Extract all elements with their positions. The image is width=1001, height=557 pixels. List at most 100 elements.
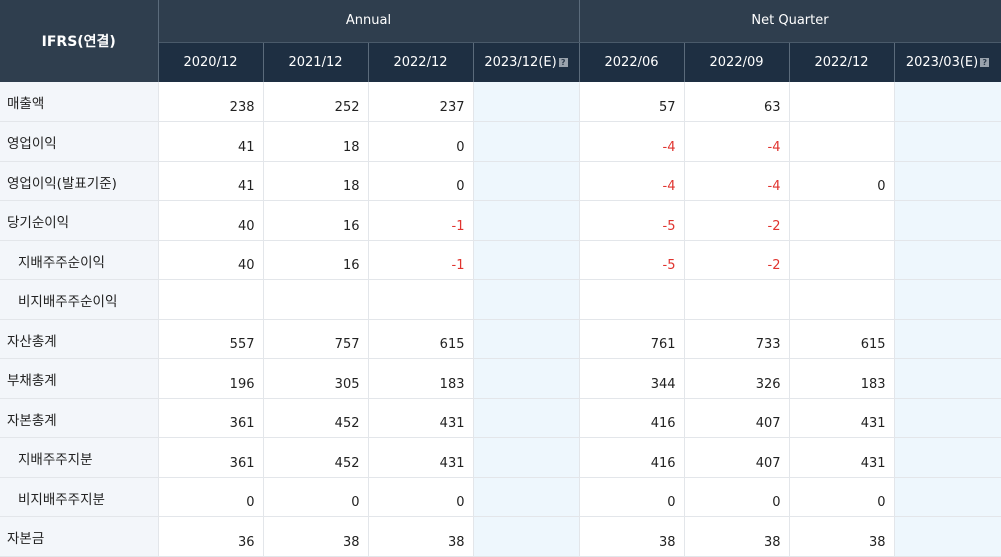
table-row: 부채총계 196 305 183 344 326 183 xyxy=(0,358,1001,399)
table-cell xyxy=(263,279,369,320)
table-cell xyxy=(684,279,790,320)
table-row: 비지배주주지분 0 0 0 0 0 0 xyxy=(0,477,1001,517)
col-header-annual-2020-12: 2020/12 xyxy=(158,42,264,82)
table-cell xyxy=(894,200,1001,241)
row-label: 매출액 xyxy=(0,82,159,122)
table-row: 지배주주지분 361 452 431 416 407 431 xyxy=(0,437,1001,478)
table-cell: 0 xyxy=(368,477,474,517)
row-label: 지배주주지분 xyxy=(0,437,159,478)
col-header-annual-2021-12: 2021/12 xyxy=(263,42,369,82)
question-icon[interactable]: ? xyxy=(558,57,568,67)
table-cell: 431 xyxy=(368,398,474,438)
table-cell: -1 xyxy=(368,200,474,241)
table-row: 자산총계 557 757 615 761 733 615 xyxy=(0,319,1001,359)
table-cell xyxy=(894,82,1001,122)
row-label: 지배주주순이익 xyxy=(0,240,159,280)
table-cell: 238 xyxy=(158,82,264,122)
table-cell xyxy=(894,319,1001,359)
table-cell: 361 xyxy=(158,398,264,438)
table-row: 자본금 36 38 38 38 38 38 xyxy=(0,516,1001,557)
table-cell xyxy=(473,82,580,122)
table-cell: 18 xyxy=(263,161,369,201)
table-cell xyxy=(894,240,1001,280)
table-cell: 431 xyxy=(789,437,895,478)
row-label: 부채총계 xyxy=(0,358,159,399)
table-cell: 196 xyxy=(158,358,264,399)
table-cell xyxy=(473,200,580,241)
row-label: 비지배주주지분 xyxy=(0,477,159,517)
table-row: 자본총계 361 452 431 416 407 431 xyxy=(0,398,1001,438)
period-header-row: 2020/12 2021/12 2022/12 2023/12(E)? 2022… xyxy=(0,42,1001,82)
table-row: 지배주주순이익 40 16 -1 -5 -2 xyxy=(0,240,1001,280)
table-cell xyxy=(789,200,895,241)
table-cell xyxy=(894,121,1001,162)
table-cell xyxy=(579,279,685,320)
table-cell: 407 xyxy=(684,398,790,438)
table-cell: 557 xyxy=(158,319,264,359)
row-label: 자본총계 xyxy=(0,398,159,438)
table-cell: 252 xyxy=(263,82,369,122)
table-cell xyxy=(789,121,895,162)
table-cell xyxy=(789,240,895,280)
table-cell: 326 xyxy=(684,358,790,399)
table-cell: 38 xyxy=(368,516,474,557)
table-header: IFRS(연결) Annual Net Quarter 2020/12 2021… xyxy=(0,0,1001,82)
table-cell xyxy=(473,279,580,320)
table-cell: 431 xyxy=(789,398,895,438)
table-cell: 344 xyxy=(579,358,685,399)
table-cell: 0 xyxy=(684,477,790,517)
table-cell: 305 xyxy=(263,358,369,399)
table-cell: 237 xyxy=(368,82,474,122)
table-cell: 41 xyxy=(158,121,264,162)
table-cell: 41 xyxy=(158,161,264,201)
table-cell: 16 xyxy=(263,200,369,241)
table-cell: 16 xyxy=(263,240,369,280)
table-body: 매출액 238 252 237 57 63 영업이익 41 18 0 -4 -4 영업이익(발표기준) 4… xyxy=(0,82,1001,557)
table-cell: 452 xyxy=(263,437,369,478)
table-row: 당기순이익 40 16 -1 -5 -2 xyxy=(0,200,1001,241)
table-cell: 361 xyxy=(158,437,264,478)
table-cell xyxy=(473,437,580,478)
table-cell: 615 xyxy=(789,319,895,359)
table-cell: -4 xyxy=(684,161,790,201)
table-cell xyxy=(473,358,580,399)
table-cell: 431 xyxy=(368,437,474,478)
table-cell xyxy=(368,279,474,320)
table-cell: -5 xyxy=(579,240,685,280)
col-header-quarter-2023-03-estimate: 2023/03(E)? xyxy=(894,42,1001,82)
table-cell: 183 xyxy=(789,358,895,399)
col-header-quarter-2022-09: 2022/09 xyxy=(684,42,790,82)
table-cell: 183 xyxy=(368,358,474,399)
table-cell: -4 xyxy=(579,121,685,162)
table-cell xyxy=(894,358,1001,399)
table-cell: 452 xyxy=(263,398,369,438)
row-label: 영업이익 xyxy=(0,121,159,162)
table-cell: 733 xyxy=(684,319,790,359)
table-cell: 0 xyxy=(579,477,685,517)
table-cell: 416 xyxy=(579,437,685,478)
table-cell: 0 xyxy=(158,477,264,517)
table-cell xyxy=(894,477,1001,517)
table-cell: -2 xyxy=(684,200,790,241)
question-icon[interactable]: ? xyxy=(980,57,990,67)
table-cell xyxy=(473,477,580,517)
table-cell: 18 xyxy=(263,121,369,162)
col-header-quarter-2022-12: 2022/12 xyxy=(789,42,895,82)
ifrs-basis-header: IFRS(연결) xyxy=(0,0,159,82)
table-cell xyxy=(789,279,895,320)
table-cell: 0 xyxy=(789,161,895,201)
table-cell: 38 xyxy=(789,516,895,557)
table-cell xyxy=(473,121,580,162)
table-cell: -1 xyxy=(368,240,474,280)
table-row: 매출액 238 252 237 57 63 xyxy=(0,82,1001,122)
table-cell xyxy=(894,437,1001,478)
table-cell: 0 xyxy=(368,161,474,201)
table-cell xyxy=(473,398,580,438)
table-cell: 0 xyxy=(789,477,895,517)
col-header-annual-2023-12-estimate: 2023/12(E)? xyxy=(473,42,580,82)
table-cell: 416 xyxy=(579,398,685,438)
table-cell: 36 xyxy=(158,516,264,557)
table-cell: 38 xyxy=(684,516,790,557)
table-cell: 0 xyxy=(368,121,474,162)
